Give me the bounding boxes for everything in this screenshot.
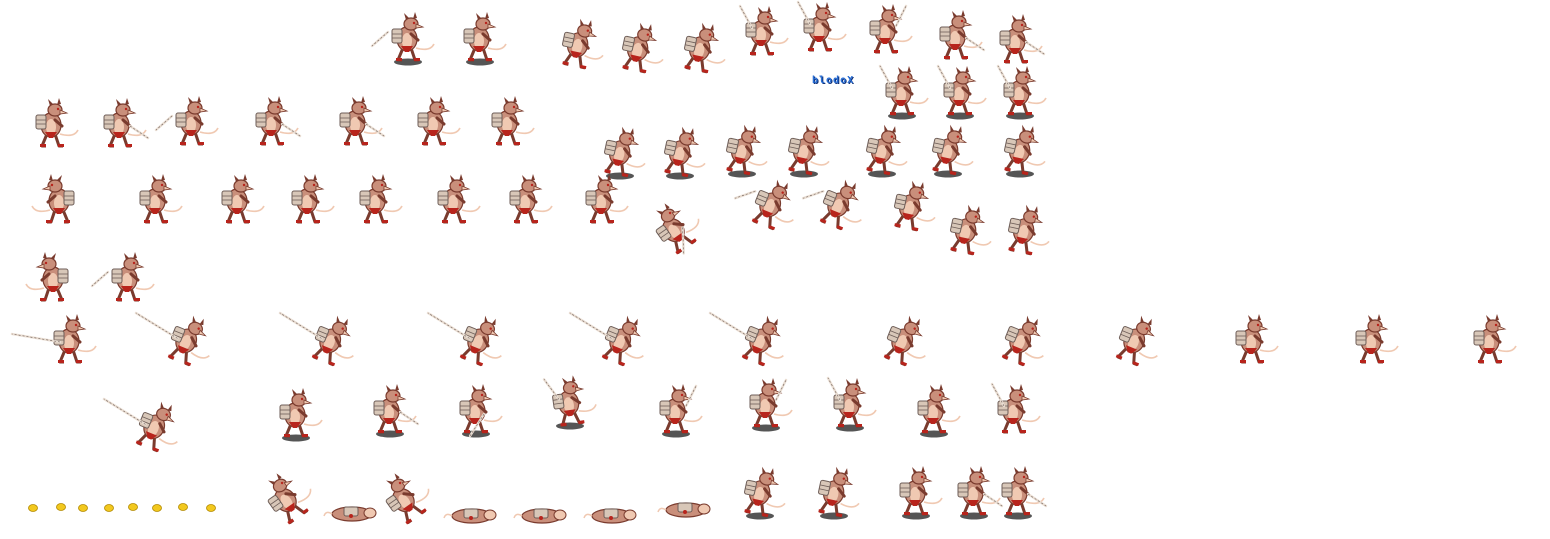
rat-warrior-sprite xyxy=(712,124,772,179)
rat-warrior-sprite xyxy=(730,466,790,521)
rat-warrior-sprite xyxy=(1104,314,1164,369)
rat-warrior-sprite xyxy=(872,314,932,369)
artist-credit: blodoX xyxy=(812,75,855,86)
rat-warrior-sprite xyxy=(990,314,1050,369)
rat-warrior-sprite xyxy=(944,466,1004,521)
rat-warrior-sprite xyxy=(126,174,186,229)
rat-warrior-sprite xyxy=(856,4,916,59)
rat-warrior-sprite xyxy=(926,10,986,65)
rat-warrior-sprite xyxy=(90,98,150,153)
gold-coin-icon xyxy=(78,497,88,516)
rat-warrior-sprite xyxy=(732,4,792,61)
rat-warrior-sprite xyxy=(790,0,850,57)
rat-warrior-sprite xyxy=(994,204,1054,259)
rat-warrior-sprite xyxy=(708,311,790,369)
rat-warrior-sprite xyxy=(918,124,978,179)
rat-warrior-sprite xyxy=(1460,314,1520,369)
rat-warrior-sprite xyxy=(670,22,730,77)
rat-warrior-sprite xyxy=(478,96,538,151)
gold-coin-icon xyxy=(104,497,114,516)
gold-coin-icon xyxy=(128,496,138,515)
rat-warrior-sprite xyxy=(496,174,556,229)
gold-coin-icon xyxy=(152,497,162,516)
rat-warrior-sprite xyxy=(774,124,834,179)
rat-warrior-sprite xyxy=(322,472,382,527)
rat-warrior-sprite xyxy=(376,472,436,527)
rat-warrior-sprite xyxy=(801,178,868,233)
rat-warrior-sprite xyxy=(154,96,222,151)
rat-warrior-sprite xyxy=(278,311,360,369)
rat-warrior-sprite xyxy=(880,180,940,235)
rat-warrior-sprite xyxy=(360,384,420,439)
gold-coin-icon xyxy=(178,496,188,515)
rat-warrior-sprite xyxy=(990,64,1050,121)
rat-warrior-sprite xyxy=(424,174,484,229)
rat-warrior-sprite xyxy=(512,474,572,529)
rat-warrior-sprite xyxy=(278,174,338,229)
rat-warrior-sprite xyxy=(986,14,1046,69)
rat-warrior-sprite xyxy=(650,126,710,181)
rat-warrior-sprite xyxy=(28,174,88,229)
rat-warrior-sprite xyxy=(736,378,796,433)
rat-warrior-sprite xyxy=(904,384,964,439)
rat-warrior-sprite xyxy=(820,376,880,433)
rat-warrior-sprite xyxy=(426,311,508,369)
rat-warrior-sprite xyxy=(370,12,438,67)
rat-warrior-sprite xyxy=(258,472,318,527)
rat-warrior-sprite xyxy=(540,375,600,431)
rat-warrior-sprite xyxy=(404,96,464,151)
rat-warrior-sprite xyxy=(646,202,706,257)
rat-warrior-sprite xyxy=(872,64,932,121)
rat-warrior-sprite xyxy=(656,468,716,523)
rat-warrior-sprite xyxy=(1342,314,1402,369)
rat-warrior-sprite xyxy=(442,474,502,529)
rat-warrior-sprite xyxy=(90,252,158,307)
rat-warrior-sprite xyxy=(852,124,912,179)
rat-warrior-sprite xyxy=(930,64,990,121)
rat-warrior-sprite xyxy=(590,126,650,181)
rat-warrior-sprite xyxy=(346,174,406,229)
rat-warrior-sprite xyxy=(134,311,216,369)
rat-warrior-sprite xyxy=(10,314,100,369)
rat-warrior-sprite xyxy=(242,96,302,151)
rat-warrior-sprite xyxy=(102,397,184,455)
gold-coin-icon xyxy=(56,496,66,515)
rat-warrior-sprite xyxy=(22,98,82,153)
rat-warrior-sprite xyxy=(22,252,82,307)
rat-warrior-sprite xyxy=(984,382,1044,439)
rat-warrior-sprite xyxy=(582,474,642,529)
rat-warrior-sprite xyxy=(988,466,1048,521)
rat-warrior-sprite xyxy=(446,384,506,439)
rat-warrior-sprite xyxy=(568,311,650,369)
rat-warrior-sprite xyxy=(990,124,1050,179)
rat-warrior-sprite xyxy=(572,174,632,229)
gold-coin-icon xyxy=(28,497,38,516)
rat-warrior-sprite xyxy=(450,12,510,67)
rat-warrior-sprite xyxy=(548,18,608,73)
rat-warrior-sprite xyxy=(936,204,996,259)
rat-warrior-sprite xyxy=(804,466,864,521)
rat-warrior-sprite xyxy=(733,178,800,233)
gold-coin-icon xyxy=(206,497,216,516)
rat-warrior-sprite xyxy=(326,96,386,151)
rat-warrior-sprite xyxy=(1222,314,1282,369)
rat-warrior-sprite xyxy=(886,466,946,521)
rat-warrior-sprite xyxy=(266,388,326,443)
rat-warrior-sprite xyxy=(646,384,706,439)
rat-warrior-sprite xyxy=(208,174,268,229)
rat-warrior-sprite xyxy=(608,22,668,77)
